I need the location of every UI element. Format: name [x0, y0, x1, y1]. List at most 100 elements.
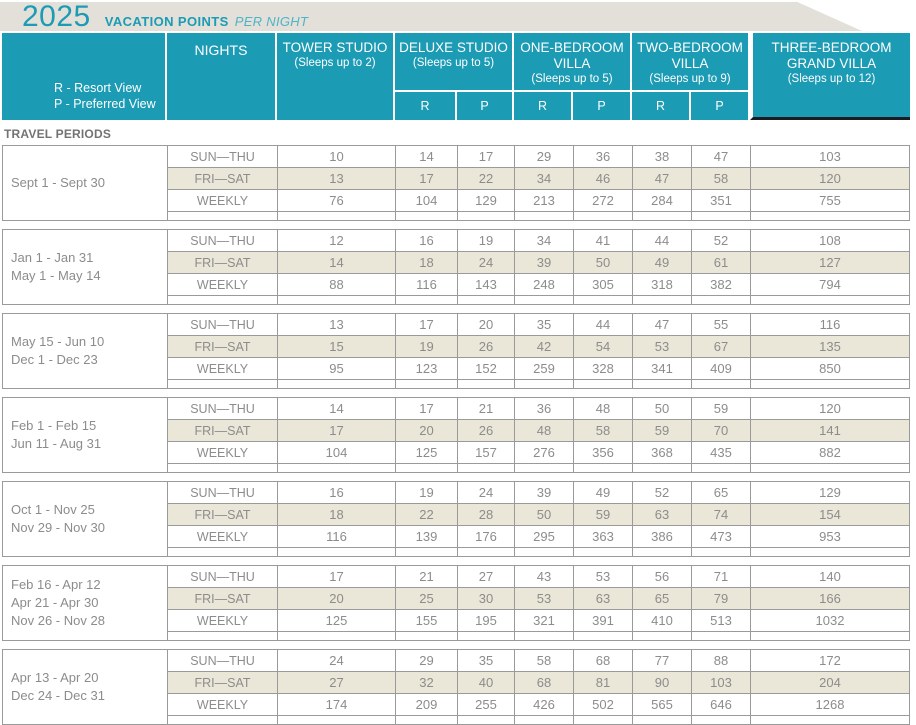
points-value: 49 [633, 252, 692, 274]
points-value: 77 [633, 650, 692, 672]
night-range-label: WEEKLY [168, 526, 278, 548]
spacer-cell [168, 716, 278, 724]
spacer-cell [633, 716, 692, 724]
banner-subtitle: PER NIGHT [234, 14, 309, 29]
points-value: 22 [458, 168, 515, 190]
points-value: 65 [633, 588, 692, 610]
spacer-cell [396, 296, 458, 304]
points-value: 755 [751, 190, 909, 212]
points-value: 284 [633, 190, 692, 212]
points-value: 17 [278, 566, 396, 588]
points-value: 10 [278, 146, 396, 168]
points-value: 55 [692, 314, 751, 336]
spacer-cell [692, 716, 751, 724]
banner-title: VACATION POINTS [104, 14, 229, 29]
night-range-label: SUN—THU [168, 146, 278, 168]
points-value: 61 [692, 252, 751, 274]
points-value: 19 [458, 230, 515, 252]
points-value: 13 [278, 314, 396, 336]
spacer-cell [168, 548, 278, 556]
points-value: 1268 [751, 694, 909, 716]
travel-period-block: Sept 1 - Sept 30 SUN—THU 10 14 17 29 36 38 47 10… [2, 145, 910, 221]
points-value: 272 [574, 190, 633, 212]
spacer-cell [633, 296, 692, 304]
room-title: ONE-BEDROOM VILLA (Sleeps up to 5) [514, 33, 630, 90]
night-range-label: SUN—THU [168, 650, 278, 672]
period-date-range: Oct 1 - Nov 25 [11, 502, 95, 517]
points-value: 391 [574, 610, 633, 632]
room-title: DELUXE STUDIO (Sleeps up to 5) [395, 33, 512, 90]
points-value: 104 [396, 190, 458, 212]
points-value: 68 [515, 672, 574, 694]
spacer-cell [278, 548, 396, 556]
points-value: 41 [574, 230, 633, 252]
points-value: 25 [396, 588, 458, 610]
spacer-cell [633, 212, 692, 220]
points-value: 204 [751, 672, 909, 694]
night-range-label: FRI—SAT [168, 420, 278, 442]
spacer-cell [168, 296, 278, 304]
column-header-tower-studio: TOWER STUDIO (Sleeps up to 2) [277, 33, 395, 120]
night-range-label: SUN—THU [168, 230, 278, 252]
spacer-cell [458, 716, 515, 724]
points-value: 328 [574, 358, 633, 380]
night-range-label: FRI—SAT [168, 588, 278, 610]
view-subheader: R P [632, 90, 748, 120]
period-grid: SUN—THU 24 29 35 58 68 77 88 172 FRI—SAT 27 32 40 68 8… [168, 650, 909, 724]
points-value: 52 [633, 482, 692, 504]
points-value: 79 [692, 588, 751, 610]
points-value: 54 [574, 336, 633, 358]
points-value: 39 [515, 252, 574, 274]
points-value: 58 [515, 650, 574, 672]
night-range-label: FRI—SAT [168, 336, 278, 358]
points-value: 27 [278, 672, 396, 694]
points-value: 26 [458, 420, 515, 442]
points-value: 44 [633, 230, 692, 252]
points-value: 32 [396, 672, 458, 694]
travel-period-block: Jan 1 - Jan 31 May 1 - May 14 SUN—THU 12 16… [2, 229, 910, 305]
spacer-cell [458, 548, 515, 556]
points-value: 28 [458, 504, 515, 526]
period-dates: Feb 1 - Feb 15 Jun 11 - Aug 31 [3, 398, 168, 472]
points-value: 68 [574, 650, 633, 672]
resort-view-header: R [514, 92, 573, 120]
points-value: 125 [396, 442, 458, 464]
year-banner: 2025 VACATION POINTS PER NIGHT [0, 2, 862, 31]
points-value: 70 [692, 420, 751, 442]
table-header: R - Resort View P - Preferred View NIGHT… [2, 33, 916, 120]
legend-preferred-view: P - Preferred View [54, 97, 156, 111]
spacer-cell [692, 380, 751, 388]
period-date-range: Nov 26 - Nov 28 [11, 613, 105, 628]
spacer-cell [168, 212, 278, 220]
points-value: 88 [278, 274, 396, 296]
points-value: 20 [458, 314, 515, 336]
spacer-cell [515, 548, 574, 556]
spacer-cell [396, 716, 458, 724]
column-header-nights: NIGHTS [167, 33, 277, 120]
points-value: 63 [574, 588, 633, 610]
spacer-cell [574, 716, 633, 724]
points-value: 341 [633, 358, 692, 380]
points-value: 19 [396, 482, 458, 504]
spacer-cell [458, 380, 515, 388]
spacer-cell [751, 632, 909, 640]
points-value: 305 [574, 274, 633, 296]
period-date-range: Apr 21 - Apr 30 [11, 595, 99, 610]
points-value: 127 [751, 252, 909, 274]
points-value: 53 [633, 336, 692, 358]
points-value: 172 [751, 650, 909, 672]
points-value: 104 [278, 442, 396, 464]
spacer-cell [574, 632, 633, 640]
points-value: 318 [633, 274, 692, 296]
points-value: 255 [458, 694, 515, 716]
points-value: 59 [574, 504, 633, 526]
points-value: 139 [396, 526, 458, 548]
spacer-cell [278, 716, 396, 724]
spacer-cell [278, 632, 396, 640]
points-value: 49 [574, 482, 633, 504]
points-value: 47 [633, 168, 692, 190]
spacer-cell [751, 296, 909, 304]
spacer-cell [515, 716, 574, 724]
period-dates: May 15 - Jun 10 Dec 1 - Dec 23 [3, 314, 168, 388]
period-grid: SUN—THU 12 16 19 34 41 44 52 108 FRI—SAT 14 18 24 39 5… [168, 230, 909, 304]
